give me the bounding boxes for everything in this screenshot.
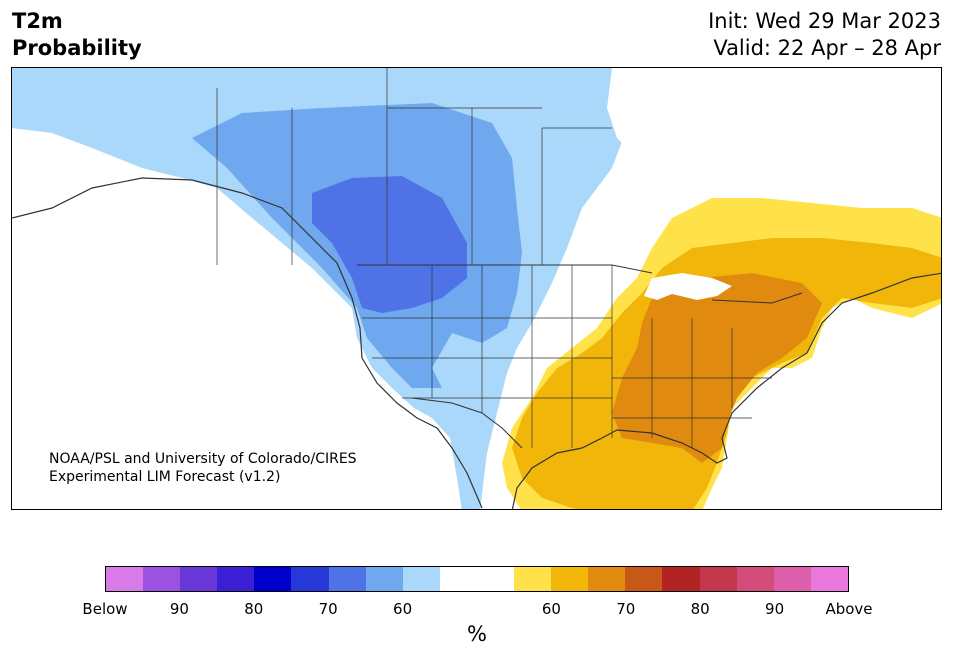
- variable-label: T2m: [12, 9, 63, 33]
- below-normal-70-region: [312, 176, 467, 313]
- colorbar-segment: [143, 567, 181, 591]
- colorbar-segment: [514, 567, 552, 591]
- hudson-bay: [607, 68, 752, 188]
- great-lakes: [644, 273, 732, 300]
- colorbar-segment: [254, 567, 292, 591]
- colorbar-tick-label: 60: [541, 600, 561, 618]
- colorbar-segment: [365, 567, 403, 591]
- init-date: Init: Wed 29 Mar 2023: [708, 9, 941, 33]
- colorbar-segment: [328, 567, 366, 591]
- map-canvas: [12, 68, 941, 509]
- colorbar-segment: [736, 567, 774, 591]
- forecast-dates: Init: Wed 29 Mar 2023 Valid: 22 Apr – 28…: [708, 8, 941, 62]
- colorbar-segment: [625, 567, 663, 591]
- colorbar-segment: [106, 567, 144, 591]
- coastline: [12, 177, 941, 509]
- colorbar-segment: [217, 567, 255, 591]
- credit-text: NOAA/PSL and University of Colorado/CIRE…: [49, 450, 357, 486]
- colorbar-segment: [291, 567, 329, 591]
- credit-line-1: NOAA/PSL and University of Colorado/CIRE…: [49, 451, 357, 467]
- colorbar-segment: [662, 567, 700, 591]
- above-normal-70-region: [612, 273, 822, 463]
- colorbar-segment: [180, 567, 218, 591]
- colorbar-tick-label: 80: [690, 600, 710, 618]
- colorbar: [105, 566, 849, 592]
- forecast-map: [11, 67, 942, 510]
- colorbar-segment: [773, 567, 811, 591]
- unit-label: %: [467, 622, 487, 646]
- state-borders: [362, 265, 772, 448]
- colorbar-segment: [810, 567, 848, 591]
- colorbar-segment: [699, 567, 737, 591]
- colorbar-tick-label: 80: [244, 600, 264, 618]
- valid-range: Valid: 22 Apr – 28 Apr: [713, 36, 941, 60]
- colorbar-segment: [551, 567, 589, 591]
- colorbar-tick-label: 70: [616, 600, 636, 618]
- credit-line-2: Experimental LIM Forecast (v1.2): [49, 469, 281, 485]
- colorbar-tick-label: 90: [765, 600, 785, 618]
- colorbar-tick-label: 70: [318, 600, 338, 618]
- colorbar-segment: [588, 567, 626, 591]
- colorbar-segment: [402, 567, 440, 591]
- product-label: Probability: [12, 36, 142, 60]
- colorbar-tick-label: 90: [169, 600, 189, 618]
- colorbar-segment: [476, 567, 515, 591]
- map-title: T2m Probability: [12, 8, 142, 62]
- canada-provinces: [216, 68, 612, 265]
- colorbar-segment: [439, 567, 477, 591]
- colorbar-tick-label: Below: [82, 600, 128, 618]
- colorbar-tick-label: 60: [393, 600, 413, 618]
- colorbar-tick-label: Above: [825, 600, 873, 618]
